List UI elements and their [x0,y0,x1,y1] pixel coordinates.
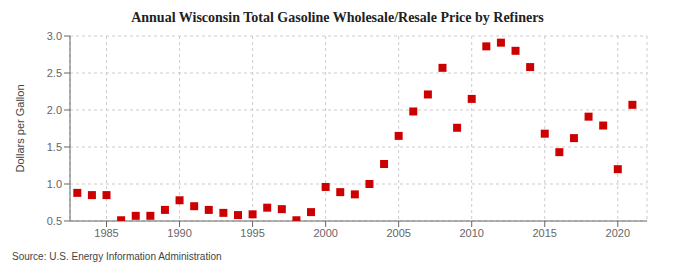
svg-text:1990: 1990 [167,227,191,239]
svg-text:1.0: 1.0 [47,178,62,190]
svg-text:Dollars per Gallon: Dollars per Gallon [14,84,26,172]
svg-text:2000: 2000 [313,227,337,239]
svg-text:2020: 2020 [606,227,630,239]
svg-text:1995: 1995 [240,227,264,239]
html-text:Source: U.S. Energy Informatio: Source: U.S. Energy Information Administ… [12,251,222,262]
svg-text:2005: 2005 [386,227,410,239]
svg-text:2015: 2015 [533,227,557,239]
svg-text:2.0: 2.0 [47,104,62,116]
svg-text:2010: 2010 [459,227,483,239]
svg-text:1.5: 1.5 [47,141,62,153]
svg-text:1985: 1985 [94,227,118,239]
svg-text:2.5: 2.5 [47,67,62,79]
svg-text:3.0: 3.0 [47,30,62,42]
html-text:Annual Wisconsin Total Gasolin: Annual Wisconsin Total Gasoline Wholesal… [131,10,544,25]
svg-text:0.5: 0.5 [47,215,62,227]
